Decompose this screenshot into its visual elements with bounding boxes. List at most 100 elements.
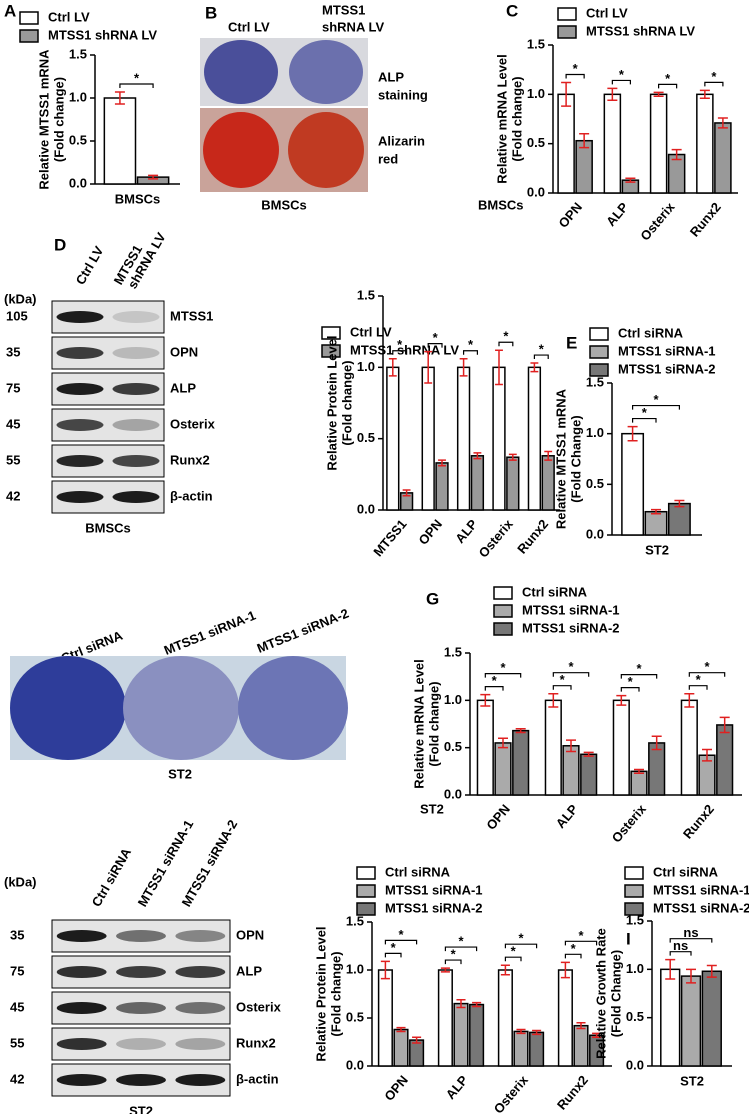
significance-label: *	[539, 341, 545, 356]
blot-band	[116, 1002, 166, 1014]
kda-label: 42	[10, 1071, 24, 1086]
legend-label: MTSS1 shRNA LV	[48, 27, 157, 42]
error-bar	[532, 1029, 542, 1036]
bar	[696, 93, 714, 194]
significance-bracket	[658, 83, 678, 89]
y-tick-label: 0.0	[346, 1057, 364, 1072]
legend-swatch	[624, 902, 644, 916]
error-bar	[402, 489, 411, 497]
error-bar	[500, 964, 510, 976]
y-axis-label: (Fold change)	[339, 360, 354, 445]
error-bar	[625, 177, 636, 183]
error-bar	[424, 350, 433, 384]
protein-label: MTSS1	[170, 308, 213, 323]
lane-label: MTSS1 siRNA-1	[162, 608, 258, 658]
alizarin-well	[288, 112, 364, 188]
y-tick-label: 1.5	[357, 287, 375, 302]
significance-bracket	[564, 940, 598, 946]
y-tick-label: 0.5	[346, 1009, 364, 1024]
bar	[557, 969, 573, 1067]
protein-label: ALP	[236, 963, 262, 978]
significance-label: *	[468, 337, 474, 352]
bar	[437, 969, 453, 1067]
y-axis-label: Relative Protein Level	[324, 335, 339, 470]
significance-bracket	[669, 951, 692, 956]
significance-label: *	[696, 672, 702, 687]
blot-band	[56, 491, 104, 503]
blot-band	[175, 1074, 226, 1086]
panel-letter: C	[506, 1, 518, 20]
blot-band	[112, 419, 160, 431]
legend-label: MTSS1 shRNA LV	[350, 342, 459, 357]
y-axis-label: (Fold change)	[509, 76, 524, 161]
panel-letter: G	[426, 589, 439, 608]
protein-label: β-actin	[236, 1071, 279, 1086]
error-bar	[719, 716, 730, 734]
kda-label: 45	[10, 999, 24, 1014]
bar	[512, 729, 530, 796]
bar	[513, 1030, 529, 1067]
kda-label: 35	[10, 927, 24, 942]
lane-label: Ctrl siRNA	[89, 845, 135, 909]
error-bar	[616, 694, 627, 706]
error-bar	[498, 737, 508, 749]
error-bar	[516, 1028, 526, 1035]
significance-label: *	[433, 330, 439, 345]
y-tick-label: 1.0	[626, 961, 644, 976]
error-bar	[560, 961, 570, 979]
bar	[630, 770, 648, 796]
y-tick-label: 1.0	[444, 692, 462, 707]
error-bar	[579, 133, 590, 149]
bar	[456, 366, 471, 511]
alp-well	[238, 656, 348, 760]
bar	[393, 1028, 409, 1067]
error-bar	[651, 508, 661, 515]
error-bar	[566, 739, 576, 753]
significance-label: *	[571, 941, 577, 956]
y-tick-label: 1.5	[444, 644, 462, 659]
significance-bracket	[632, 404, 680, 410]
error-bar	[548, 692, 559, 708]
y-tick-label: 0.5	[357, 430, 375, 445]
y-axis-label: (Fold Change)	[568, 415, 583, 502]
x-tick-label: BMSCs	[115, 191, 161, 206]
lane-label: Ctrl LV	[228, 19, 270, 34]
kda-label: 35	[6, 344, 20, 359]
error-bar	[396, 1026, 406, 1033]
bar	[660, 968, 681, 1067]
bar	[621, 432, 645, 536]
error-bar	[380, 960, 390, 980]
legend-label: Ctrl siRNA	[385, 864, 451, 879]
significance-bracket	[427, 343, 443, 348]
error-bar	[717, 117, 728, 129]
bar	[377, 969, 393, 1067]
legend-swatch	[493, 604, 513, 618]
panel-letter: E	[566, 333, 577, 352]
y-axis-label: (Fold Change)	[608, 950, 623, 1037]
bar	[409, 1039, 425, 1067]
x-tick-label: OPN	[415, 516, 445, 547]
bar	[575, 139, 593, 194]
y-axis-label: Relative mRNA Level	[494, 54, 509, 184]
bar	[453, 1002, 469, 1067]
y-axis-label: Relative MTSS1 mRNA	[553, 388, 568, 529]
significance-bracket	[384, 939, 418, 945]
y-tick-label: 1.5	[586, 374, 604, 389]
y-tick-label: 1.5	[69, 46, 87, 61]
x-tick-label: ALP	[443, 1072, 471, 1102]
significance-bracket	[462, 350, 479, 355]
x-tick-label: Osterix	[476, 516, 517, 561]
blot-band	[116, 966, 166, 978]
significance-bracket	[688, 672, 726, 677]
y-tick-label: 0.0	[586, 526, 604, 541]
bar	[562, 745, 580, 796]
bar	[714, 122, 732, 194]
legend-swatch	[19, 11, 39, 25]
significance-bracket	[552, 672, 590, 677]
legend-label: MTSS1 siRNA-1	[653, 882, 749, 897]
legend-swatch	[356, 866, 376, 880]
significance-label: *	[642, 405, 648, 420]
error-bar	[674, 499, 685, 508]
bar	[476, 699, 494, 796]
significance-label: *	[511, 944, 517, 959]
